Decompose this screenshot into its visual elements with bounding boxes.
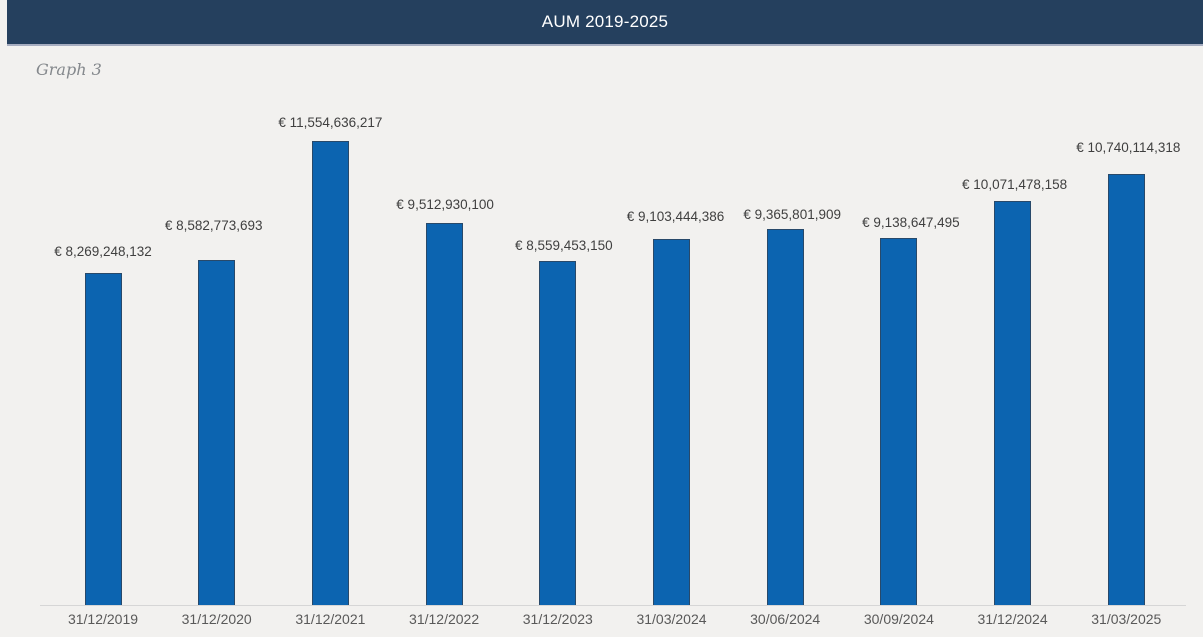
- x-tick-label: 31/03/2024: [636, 611, 707, 627]
- x-tick-label: 31/12/2023: [522, 611, 593, 627]
- bar-value-label: € 10,071,478,158: [962, 177, 1068, 192]
- bar-30-09-2024: [880, 238, 918, 605]
- bar-value-label: € 8,582,773,693: [164, 218, 263, 233]
- chart-title: AUM 2019-2025: [541, 12, 669, 31]
- bar-value-label: € 9,512,930,100: [396, 197, 494, 212]
- bar-30-06-2024: [766, 229, 804, 605]
- bar-31-12-2024: [994, 201, 1032, 605]
- bar-value-label: € 10,740,114,318: [1076, 140, 1181, 155]
- bar-31-12-2020: [198, 260, 236, 605]
- bar-31-03-2025: [1107, 174, 1145, 605]
- chart-title-bar: AUM 2019-2025: [7, 0, 1203, 46]
- x-tick-label: 31/12/2022: [409, 611, 480, 627]
- bar-value-label: € 8,559,453,150: [515, 238, 613, 253]
- x-tick-label: 31/03/2025: [1091, 611, 1162, 627]
- bar-value-label: € 8,269,248,132: [54, 244, 152, 259]
- x-tick-label: 31/12/2024: [977, 611, 1048, 627]
- x-tick-label: 31/12/2020: [181, 611, 252, 627]
- bar-value-label: € 9,365,801,909: [743, 207, 841, 222]
- x-tick-label: 30/06/2024: [750, 611, 821, 627]
- x-tick-label: 31/12/2019: [67, 611, 139, 627]
- bar-value-label: € 9,138,647,495: [862, 215, 960, 230]
- bar-value-label: € 11,554,636,217: [278, 115, 383, 130]
- bar-31-12-2021: [311, 141, 349, 605]
- x-tick-label: 31/12/2021: [295, 611, 366, 627]
- bar-31-12-2023: [539, 261, 577, 605]
- bar-31-12-2022: [425, 223, 463, 605]
- bar-value-label: € 9,103,444,386: [626, 209, 725, 224]
- bar-31-12-2019: [84, 273, 122, 605]
- graph-caption: Graph 3: [36, 60, 102, 79]
- bar-31-03-2024: [653, 239, 690, 605]
- x-axis-line: [40, 605, 1186, 606]
- x-tick-label: 30/09/2024: [863, 611, 934, 627]
